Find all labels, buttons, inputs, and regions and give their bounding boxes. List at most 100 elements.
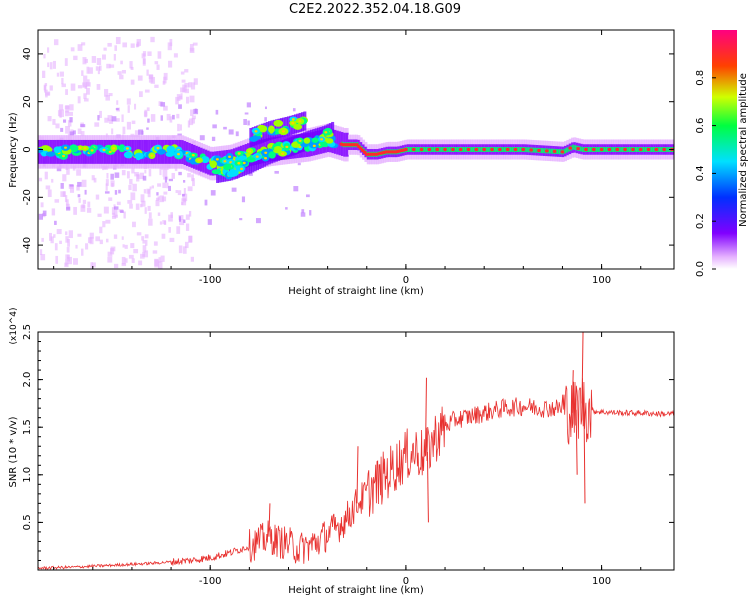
speckle [149, 186, 152, 190]
speckle [129, 179, 133, 185]
speckle [159, 167, 162, 176]
speckle [40, 254, 46, 261]
speckle [146, 188, 151, 194]
ridge-blob [118, 144, 126, 153]
ridge-core [597, 147, 600, 152]
speckle [144, 89, 150, 93]
speckle [190, 256, 195, 262]
ridge-core [542, 148, 545, 154]
ridge-band [115, 139, 119, 164]
speckle [116, 100, 119, 105]
speckle [204, 199, 208, 206]
speckle [82, 57, 87, 65]
ridge-band [627, 144, 631, 155]
speckle [64, 195, 68, 203]
speckle [163, 191, 168, 195]
speckle [309, 210, 312, 216]
ridge-blob-core [285, 145, 289, 149]
ridge-peak [646, 147, 651, 152]
track-band [248, 154, 252, 174]
ridge-core [409, 147, 412, 152]
ridge-band [580, 143, 584, 155]
ridge-blob-core [228, 155, 232, 158]
speckle [186, 96, 190, 104]
speckle [135, 203, 140, 210]
speckle [111, 128, 114, 135]
ridge-peak [529, 148, 533, 152]
speckle [169, 116, 173, 123]
ridge-core [493, 147, 496, 152]
speckle [115, 108, 119, 111]
speckle [138, 260, 143, 266]
ridge-blob [293, 124, 303, 130]
ridge-blob-core [176, 152, 180, 156]
speckle [84, 189, 87, 195]
snr-panel: -100 0 100 0.5 1.0 1.5 2.0 2.5 Height of strai… [8, 307, 675, 596]
ridge-blob [200, 156, 210, 164]
ridge-band [96, 139, 100, 164]
speckle [188, 235, 193, 243]
speckle [155, 197, 159, 201]
speckle [143, 111, 148, 117]
speckle [180, 87, 185, 93]
speckle [141, 130, 144, 135]
y-tick-label: 0 [22, 146, 33, 152]
speckle [114, 172, 120, 178]
speckle [42, 70, 46, 78]
speckle [121, 236, 124, 240]
speckle [160, 115, 163, 121]
speckle [142, 239, 146, 244]
speckle [41, 237, 44, 242]
ridge-blob-core [108, 150, 112, 154]
ridge-core [556, 149, 559, 155]
ridge-band [80, 139, 84, 164]
ridge-band [510, 144, 514, 155]
ridge-blob [226, 170, 237, 177]
speckle [235, 131, 239, 137]
speckle [154, 258, 159, 266]
speckle [160, 255, 165, 262]
speckle [137, 75, 143, 81]
speckle [76, 185, 80, 191]
speckle [181, 198, 187, 206]
speckle [139, 172, 145, 180]
ridge-peak [482, 147, 486, 152]
snr-spike [575, 409, 578, 475]
speckle [264, 106, 267, 110]
speckle [55, 255, 59, 264]
ridge-blob-core [237, 162, 241, 165]
speckle [176, 226, 181, 234]
snr-frame [37, 331, 675, 571]
speckle [187, 186, 193, 192]
ridge-peak [458, 147, 463, 152]
y-tick-label: 40 [22, 48, 33, 61]
speckle [177, 190, 182, 196]
ridge-core [517, 147, 520, 152]
track-band [256, 151, 260, 171]
speckle [194, 108, 197, 114]
ridge-blob [249, 136, 259, 142]
track-band [263, 122, 267, 142]
ridge-core [605, 147, 608, 152]
speckle [114, 190, 118, 195]
speckle [114, 209, 118, 217]
speckle [105, 219, 111, 224]
ridge-core [595, 147, 598, 152]
speckle [189, 118, 194, 126]
ridge-core [441, 147, 443, 152]
ridge-core [503, 147, 506, 152]
ridge-blob [223, 163, 232, 171]
ridge-band [207, 150, 211, 175]
ridge-core [431, 147, 433, 152]
speckle [99, 239, 103, 245]
speckle [120, 210, 124, 213]
spectrogram-y-ticks: -40 -20 0 20 40 [22, 48, 674, 253]
speckle [47, 116, 52, 122]
x-tick-label: -100 [199, 576, 222, 587]
speckle [42, 210, 47, 216]
ridge-blob-core [298, 120, 302, 123]
speckle [60, 191, 66, 197]
speckle [116, 118, 120, 122]
speckle [86, 66, 90, 74]
